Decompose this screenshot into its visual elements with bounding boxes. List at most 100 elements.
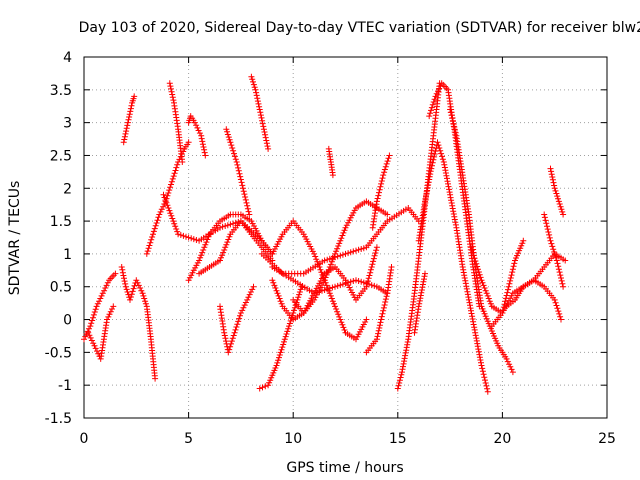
data-point-marker (468, 244, 474, 251)
data-point-marker (366, 272, 373, 279)
data-point-marker (331, 253, 337, 260)
data-point-marker (447, 109, 454, 116)
data-point-marker (93, 303, 100, 310)
data-point-marker (85, 329, 92, 336)
data-point-marker (382, 299, 389, 305)
data-point-marker (256, 106, 263, 113)
data-point-marker (141, 295, 148, 302)
data-point-marker (547, 165, 554, 172)
data-point-marker (172, 167, 179, 174)
data-point-marker (552, 299, 559, 306)
data-point-marker (263, 137, 270, 144)
data-point-marker (150, 231, 156, 238)
data-point-marker (253, 92, 260, 99)
data-point-marker (228, 142, 235, 149)
data-point-marker (508, 272, 515, 279)
data-point-marker (437, 82, 444, 89)
data-point-marker (219, 223, 226, 230)
data-point-marker (199, 138, 206, 145)
data-point-marker (110, 303, 117, 310)
data-point-marker (549, 243, 556, 250)
data-point-marker (329, 284, 336, 291)
data-point-marker (282, 333, 289, 340)
data-point-marker (169, 91, 176, 98)
data-point-marker (427, 168, 434, 175)
data-point-marker (285, 325, 292, 332)
data-point-marker (90, 311, 97, 318)
data-point-marker (252, 86, 259, 93)
data-point-marker (158, 206, 165, 213)
data-point-marker (229, 145, 236, 151)
data-marks (81, 73, 569, 395)
data-point-marker (97, 295, 104, 302)
data-point-marker (435, 142, 442, 149)
data-point-marker (127, 105, 134, 112)
data-point-marker (562, 257, 569, 264)
data-point-marker (541, 214, 548, 221)
data-point-marker (230, 147, 237, 154)
data-point-marker (324, 269, 331, 276)
data-point-marker (292, 302, 299, 309)
data-point-marker (276, 354, 282, 361)
data-point-marker (340, 324, 347, 331)
data-point-marker (394, 385, 401, 392)
series-track-29 (488, 250, 569, 330)
data-point-marker (277, 349, 284, 356)
data-point-marker (122, 283, 129, 290)
data-point-marker (358, 246, 365, 252)
data-point-marker (378, 178, 385, 184)
data-point-marker (422, 270, 428, 277)
data-point-marker (342, 250, 349, 257)
data-point-marker (339, 251, 346, 258)
data-point-marker (262, 134, 269, 141)
data-point-marker (487, 300, 494, 307)
data-point-marker (177, 232, 184, 238)
data-point-marker (248, 73, 255, 80)
data-point-marker (334, 245, 341, 252)
data-point-marker (445, 183, 452, 190)
data-point-marker (112, 270, 119, 277)
data-point-marker (378, 313, 385, 320)
data-point-marker (194, 124, 201, 131)
data-point-marker (471, 255, 478, 262)
data-point-marker (222, 244, 229, 251)
data-point-marker (551, 296, 558, 303)
data-point-marker (249, 76, 256, 83)
data-point-marker (483, 290, 490, 297)
data-point-marker (255, 100, 262, 107)
data-point-marker (335, 311, 342, 318)
data-point-marker (235, 167, 242, 174)
data-point-marker (370, 258, 377, 265)
data-point-marker (166, 80, 173, 87)
data-point-marker (151, 225, 158, 232)
data-point-marker (503, 355, 510, 362)
x-tick-label: 10 (284, 431, 302, 447)
data-point-marker (153, 220, 160, 226)
data-point-marker (286, 323, 292, 330)
data-point-marker (81, 336, 87, 343)
data-point-marker (128, 102, 135, 109)
data-point-marker (556, 201, 563, 207)
data-point-marker (246, 211, 253, 218)
data-point-marker (130, 285, 137, 292)
data-point-marker (161, 194, 168, 201)
data-point-marker (520, 237, 527, 244)
data-point-marker (109, 306, 115, 312)
data-point-marker (222, 335, 229, 342)
data-point-marker (438, 150, 445, 157)
data-point-marker (201, 244, 208, 251)
data-point-marker (555, 308, 562, 315)
data-point-marker (337, 282, 344, 289)
data-point-marker (350, 248, 357, 255)
data-point-marker (233, 324, 240, 330)
data-point-marker (428, 107, 434, 114)
data-point-marker (148, 236, 155, 243)
data-point-marker (127, 294, 134, 300)
data-point-marker (350, 278, 357, 284)
data-point-marker (169, 94, 176, 101)
data-point-marker (160, 191, 167, 198)
data-point-marker (556, 269, 563, 276)
data-point-marker (328, 295, 335, 302)
data-point-marker (437, 147, 444, 154)
data-point-marker (549, 174, 556, 180)
